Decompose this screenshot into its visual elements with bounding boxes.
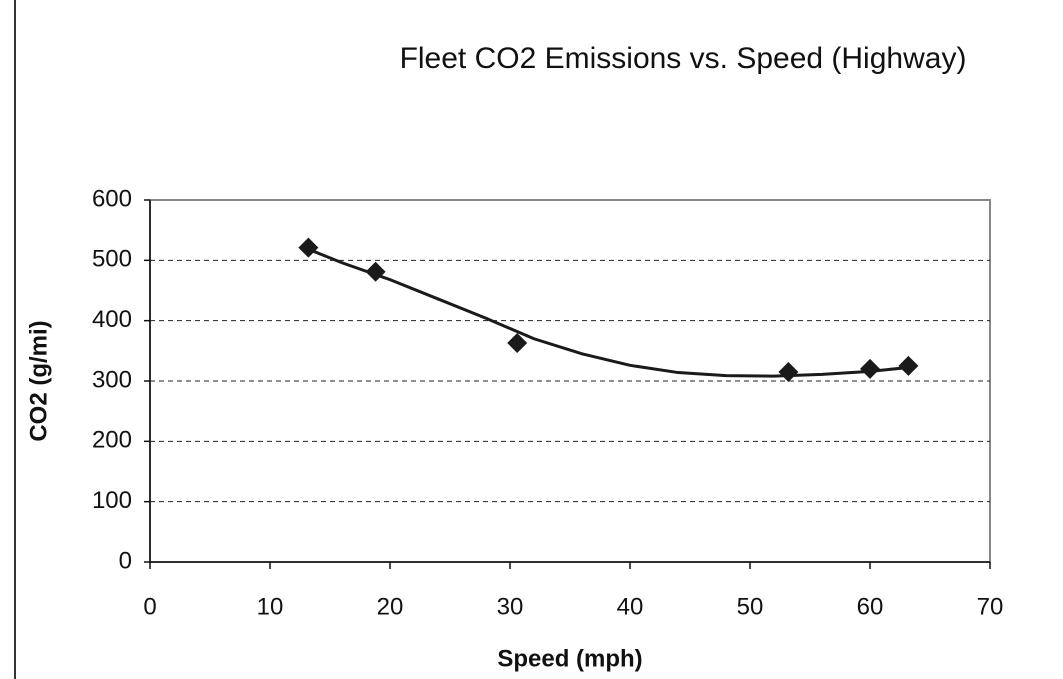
trendline <box>305 246 907 378</box>
y-tick-label: 0 <box>119 547 132 574</box>
x-tick-label: 60 <box>857 593 884 620</box>
y-axis-label: CO2 (g/mi) <box>25 320 52 441</box>
x-axis-label: Speed (mph) <box>497 645 642 672</box>
data-point <box>507 332 528 353</box>
y-tick-label: 300 <box>92 366 132 393</box>
y-tick-label: 500 <box>92 246 132 273</box>
chart-title: Fleet CO2 Emissions vs. Speed (Highway) <box>400 42 967 75</box>
data-point <box>898 355 919 376</box>
x-tick-label: 70 <box>977 593 1004 620</box>
data-point <box>298 237 319 258</box>
x-tick-label: 30 <box>497 593 524 620</box>
data-point <box>860 358 880 379</box>
y-tick-label: 600 <box>92 185 132 212</box>
x-tick-label: 40 <box>617 593 644 620</box>
x-tick-label: 50 <box>737 593 764 620</box>
y-tick-label: 400 <box>92 306 132 333</box>
data-point <box>365 261 386 282</box>
data-point <box>778 361 799 382</box>
x-tick-label: 0 <box>143 593 156 620</box>
x-tick-label: 10 <box>257 593 284 620</box>
y-tick-label: 100 <box>92 487 132 514</box>
x-tick-label: 20 <box>377 593 404 620</box>
y-tick-label: 200 <box>92 427 132 454</box>
